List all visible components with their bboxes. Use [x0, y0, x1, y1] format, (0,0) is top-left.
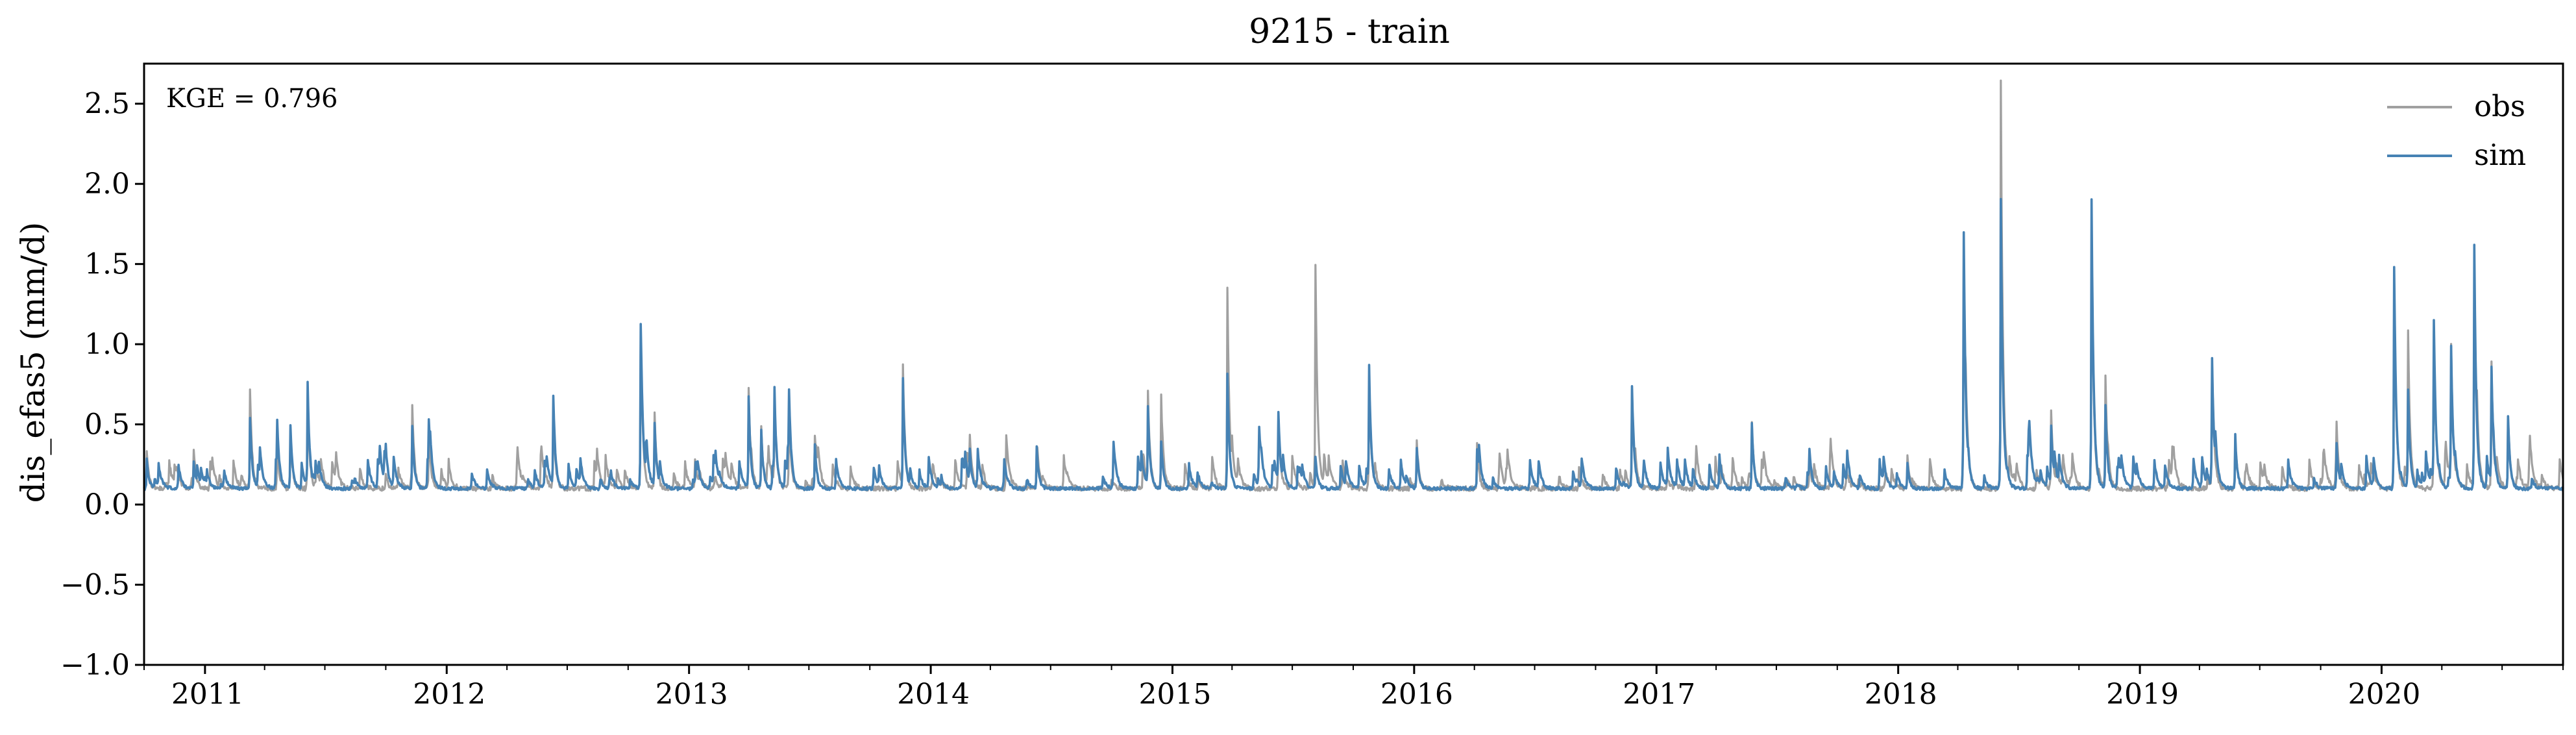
x-tick-label: 2019: [2106, 678, 2179, 711]
x-tick-label: 2011: [171, 678, 244, 711]
y-tick-label: 2.0: [84, 168, 130, 201]
x-tick-label: 2012: [413, 678, 485, 711]
plot-frame: [143, 62, 2564, 666]
y-tick-label: −1.0: [60, 649, 130, 682]
y-axis-ticks: −1.0 −0.5 0.0 0.5 1.0 1.5 2.0 2.5: [60, 88, 144, 682]
kge-annotation: KGE = 0.796: [166, 84, 338, 114]
y-tick-label: 0.0: [84, 488, 130, 521]
x-tick-label: 2013: [656, 678, 728, 711]
x-tick-label: 2016: [1380, 678, 1453, 711]
y-tick-label: 1.5: [84, 248, 130, 281]
legend-sim-label: sim: [2474, 138, 2526, 172]
y-tick-label: 0.5: [84, 408, 130, 442]
legend-obs-label: obs: [2474, 89, 2525, 123]
x-tick-label: 2017: [1623, 678, 1695, 711]
series-line-sim: [143, 197, 2564, 492]
y-axis-label: dis_efas5 (mm/d): [14, 222, 52, 503]
y-tick-label: 1.0: [84, 328, 130, 361]
x-tick-label: 2015: [1138, 678, 1211, 711]
y-tick-label: −0.5: [60, 569, 130, 602]
y-tick-label: 2.5: [84, 88, 130, 121]
x-tick-label: 2020: [2348, 678, 2420, 711]
x-tick-label: 2018: [1865, 678, 1937, 711]
legend: obs sim: [2387, 89, 2526, 172]
series-layer: [143, 79, 2564, 492]
x-axis-ticks: 2011 2012 2013 2014 2015 2016 2017 2018 2019 2020: [143, 665, 2564, 711]
x-tick-label: 2014: [897, 678, 970, 711]
chart-title: 9215 - train: [1249, 12, 1450, 51]
